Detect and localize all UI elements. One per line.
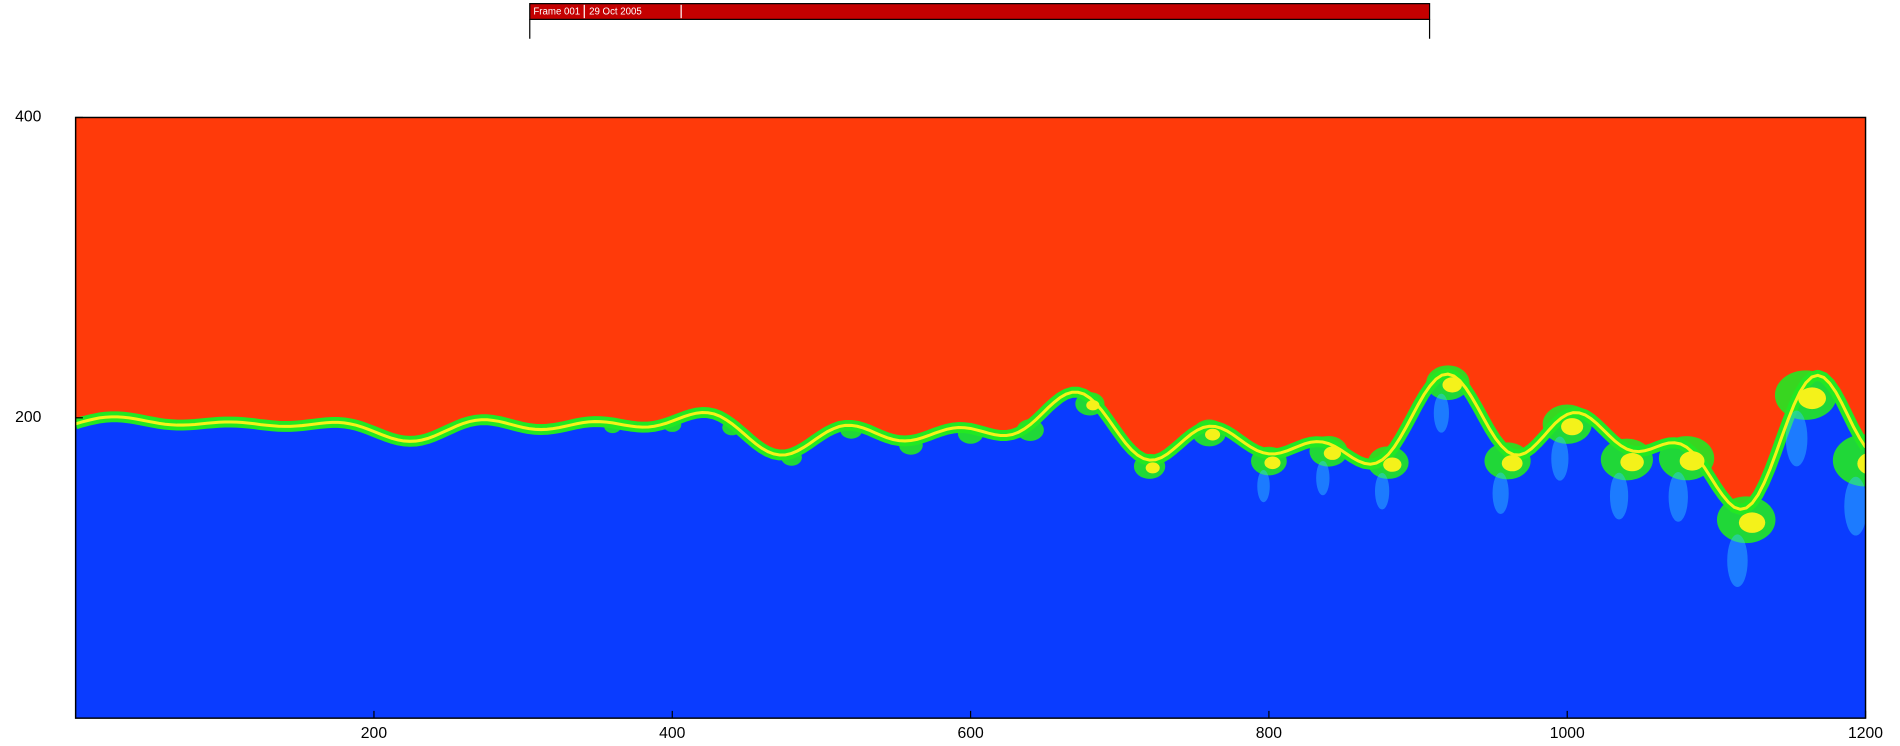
plume (1785, 410, 1808, 467)
mixing-core (1561, 418, 1584, 436)
mixing-blob (1832, 434, 1866, 487)
mixing-blob (722, 419, 742, 436)
y-tick-label: 400 (15, 109, 42, 126)
plume (1492, 472, 1509, 515)
plume (1609, 472, 1629, 520)
date-label: 29 Oct 2005 (589, 7, 642, 18)
mixing-core (1501, 455, 1523, 472)
contour-field (75, 117, 1866, 719)
upper-region (75, 117, 1866, 510)
x-tick-label: 400 (659, 725, 686, 742)
plume (1668, 472, 1688, 522)
header-bar (529, 3, 1431, 20)
interface-core (75, 372, 1866, 511)
x-tick-label: 600 (957, 725, 984, 742)
plume (1727, 534, 1748, 588)
mixing-core (1442, 377, 1463, 393)
y-tick-label: 200 (15, 409, 42, 426)
plume (1374, 472, 1390, 510)
mixing-core (1679, 451, 1705, 471)
x-tick-label: 1200 (1848, 725, 1883, 742)
frame-label: Frame 001 (533, 7, 580, 18)
x-tick-label: 200 (361, 725, 388, 742)
mixing-core (1857, 453, 1866, 474)
plume (1257, 469, 1270, 503)
plume (1551, 436, 1569, 481)
x-tick-label: 1000 (1550, 725, 1585, 742)
plume (1316, 460, 1330, 496)
plume (1433, 393, 1449, 433)
mixing-core (1738, 512, 1766, 533)
mixing-core (1798, 387, 1826, 410)
plume (1844, 476, 1866, 536)
x-tick-label: 800 (1256, 725, 1283, 742)
mixing-core (1264, 456, 1281, 470)
mixing-core (1205, 428, 1221, 441)
mixing-blob (840, 420, 863, 439)
mixing-core (1323, 446, 1341, 460)
mixing-core (1383, 457, 1402, 472)
mixing-core (1620, 453, 1644, 472)
mixing-blob (1016, 419, 1044, 441)
mixing-core (1145, 462, 1160, 474)
